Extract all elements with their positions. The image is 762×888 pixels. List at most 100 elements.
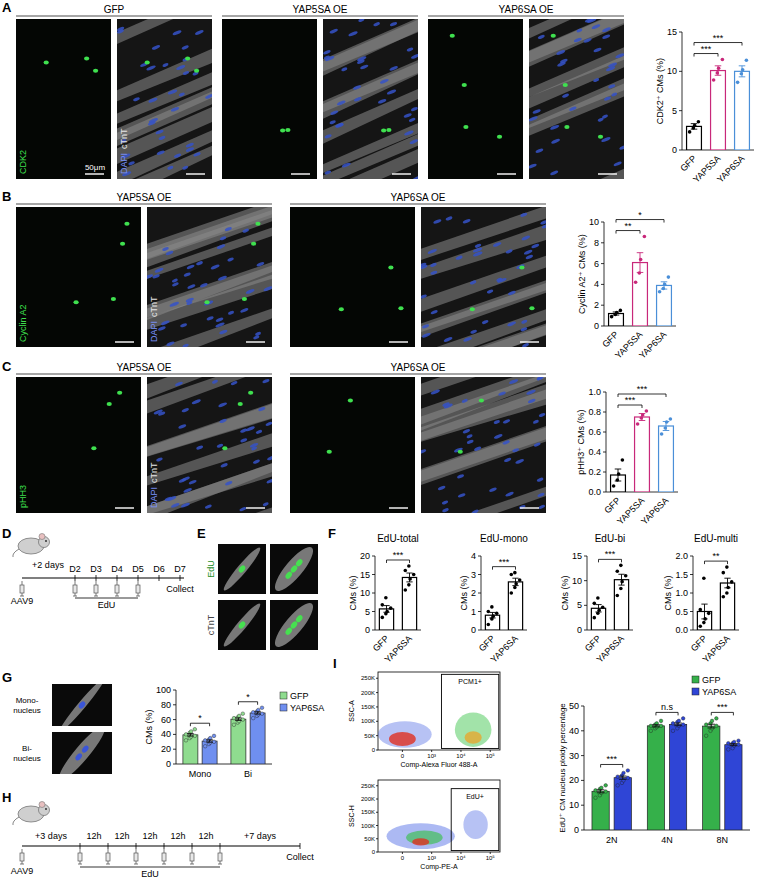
scale-bar [115,341,134,342]
data-point [639,258,643,262]
y-tick [603,452,606,453]
background [0,0,762,888]
nucleus [409,139,418,145]
positive-nucleus [458,450,463,454]
y-tick-label: 0 [672,145,677,155]
nucleus [81,744,90,753]
data-point [626,776,630,780]
y-tick-label: 0.5 [675,607,688,617]
data-point [677,719,681,723]
scale-bar [115,507,134,508]
nucleus [471,509,479,513]
scale-bar [246,341,265,342]
error-bar [489,612,495,618]
y-axis-title: CMs (%) [459,576,469,611]
nucleus [194,29,204,35]
error-bar [383,606,389,613]
data-point [597,608,601,612]
timeline-tick [96,575,97,581]
nucleus [474,446,482,452]
y-axis-title: CMs (%) [144,710,154,745]
nucleus [437,485,445,491]
y-tick [601,284,604,285]
y-tick [478,593,481,594]
nucleus [591,24,601,30]
data-point [514,582,518,586]
timeline [22,577,184,578]
nucleus [161,320,171,326]
y-axis-title: CDK2⁺ CMs (%) [655,58,665,124]
nucleus [206,315,214,321]
syringe-icon [115,581,119,596]
nucleus [266,478,272,484]
nucleus [167,495,177,502]
nucleus [410,53,418,59]
nucleus [461,398,468,403]
fiber [323,130,418,179]
syringe-barrel [162,853,166,861]
x-tick-label: Bi [244,769,252,779]
syringe-needle [117,581,118,585]
data-point [509,573,513,577]
flow-tick [376,678,378,679]
cell-body [54,732,110,774]
nucleus [489,487,498,493]
positive-nucleus [124,222,129,226]
y-tick-label: 8 [594,238,599,248]
channel-label: EdU [206,560,216,578]
fiber [147,377,272,403]
significance-bracket [618,405,642,408]
nucleus [182,70,189,75]
nucleus [251,446,258,451]
fiber [117,126,212,179]
syringe-plunger [108,861,109,864]
timeline-label: +7 days [244,831,276,841]
flow-tick [431,852,432,854]
scale-bar [389,507,408,508]
nucleus [602,34,611,40]
cell-image [52,684,112,726]
y-tick-label: 30 [569,751,579,761]
flow-tick-label: 200K [361,796,375,802]
significance-bracket [601,764,623,767]
error-bar [639,414,646,421]
nucleus [602,27,612,33]
error-bar [730,744,738,746]
data-point [659,724,663,728]
data-point [638,271,642,275]
y-tick-label: 20 [569,775,579,785]
data-point [193,727,197,731]
legend-swatch [692,676,699,683]
positive-nucleus [462,83,467,87]
nucleus [156,457,163,462]
y-tick-label: 0 [166,759,171,769]
nucleus [239,506,247,512]
nucleus [215,322,225,329]
positive-nucleus [497,135,502,139]
positive-nucleus [339,307,344,311]
y-axis-title: pHH3⁺ CMs (%) [576,409,586,474]
nucleus [203,300,213,307]
significance-label: *** [717,702,728,712]
data-point [403,569,407,573]
nucleus [526,389,536,396]
y-tick [603,412,606,413]
syringe-barrel [94,585,98,593]
nucleus [427,248,437,255]
mouse-tail [13,549,19,557]
image-ground [16,377,141,513]
data-point [407,583,411,587]
nucleus [412,175,418,179]
positive-nucleus [194,69,199,73]
header-rule [290,374,546,375]
nucleus [210,264,220,270]
nucleus [215,317,224,323]
data-point [241,712,245,716]
nucleus [535,148,544,154]
data-point [664,426,668,430]
data-point [491,614,495,618]
nucleus [218,402,228,408]
cell-label: Mono-nucleus [13,696,41,715]
timeline-label: D4 [111,564,123,574]
plot-marks [697,565,734,630]
